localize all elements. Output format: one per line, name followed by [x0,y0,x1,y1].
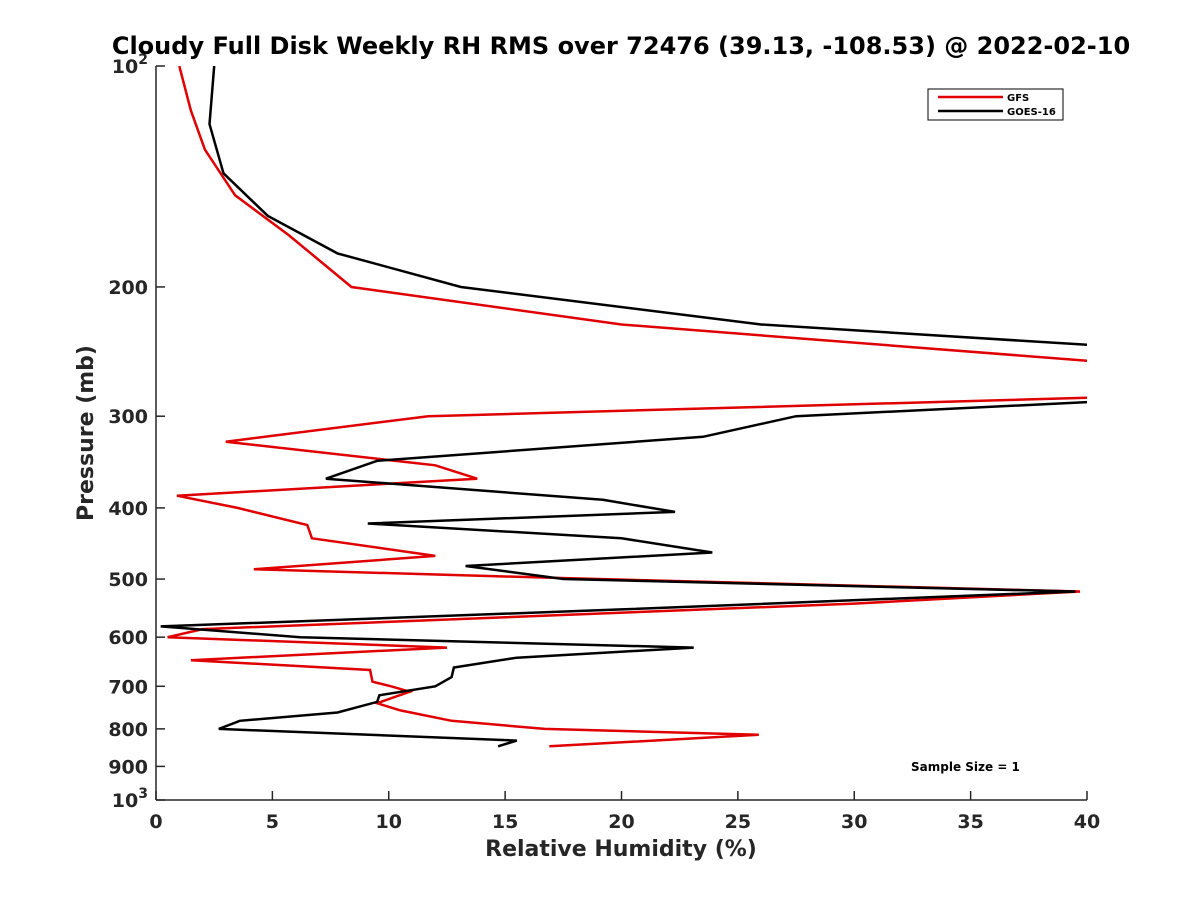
y-tick-label: 600 [108,627,148,649]
legend-box [927,88,1064,121]
legend-label-goes-16: GOES-16 [1007,107,1056,118]
x-tick-label: 40 [1074,811,1100,833]
chart-title: Cloudy Full Disk Weekly RH RMS over 7247… [112,32,1130,60]
x-tick-label: 10 [376,811,402,833]
y-tick-label: 800 [108,719,148,741]
legend: GFS GOES-16 [927,88,1064,121]
y-ticks: 102 200 300 400 500 600 700 800 900 103 [108,52,165,812]
x-tick-label: 5 [266,811,279,833]
y-tick-label: 400 [108,498,148,520]
series-layer [160,66,1087,748]
legend-label-gfs: GFS [1007,93,1029,104]
x-tick-label: 20 [608,811,634,833]
x-tick-label: 25 [725,811,751,833]
y-tick-label: 102 [112,52,148,78]
x-tick-label: 30 [841,811,867,833]
y-tick-label: 200 [108,277,148,299]
x-tick-label: 35 [957,811,983,833]
y-tick-label: 300 [108,406,148,428]
x-ticks: 0 5 10 15 20 25 30 35 40 [149,791,1100,833]
sample-size-annotation: Sample Size = 1 [911,760,1020,774]
y-tick-label: 900 [108,756,148,778]
series-line-gfs [167,66,1087,748]
x-tick-label: 15 [492,811,518,833]
y-tick-label: 700 [108,676,148,698]
y-axis-label: Pressure (mb) [74,345,99,521]
series-line-goes-16 [160,66,1087,748]
x-axis-label: Relative Humidity (%) [485,837,757,862]
y-tick-label: 500 [108,569,148,591]
y-tick-label: 103 [112,786,148,812]
x-tick-label: 0 [149,811,162,833]
